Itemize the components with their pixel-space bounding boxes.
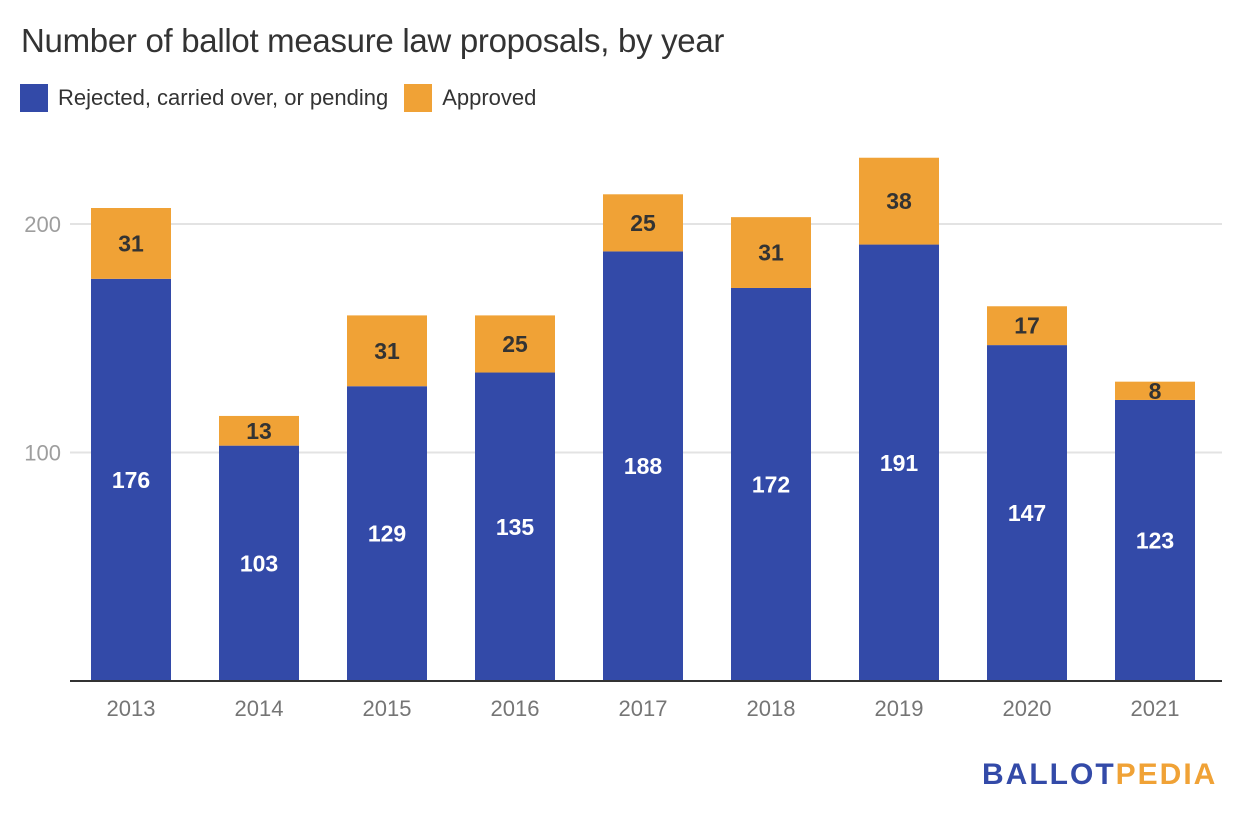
bar-rejected-2018 bbox=[731, 287, 811, 681]
bar-rejected-2019 bbox=[859, 244, 939, 681]
data-label-rejected-2017: 188 bbox=[624, 453, 663, 479]
bar-rejected-2020 bbox=[987, 345, 1067, 681]
data-label-approved-2018: 31 bbox=[758, 240, 784, 266]
legend-item-rejected: Rejected, carried over, or pending bbox=[20, 84, 388, 112]
chart-title: Number of ballot measure law proposals, … bbox=[21, 22, 725, 59]
x-tick-label-2016: 2016 bbox=[491, 696, 540, 721]
logo-part-ballot: BALLOT bbox=[982, 758, 1116, 791]
data-label-rejected-2019: 191 bbox=[880, 450, 919, 476]
legend-swatch-approved bbox=[404, 84, 433, 112]
bar-rejected-2016 bbox=[475, 372, 555, 681]
bar-approved-2019 bbox=[859, 157, 939, 245]
data-label-approved-2017: 25 bbox=[630, 210, 656, 236]
logo-part-pedia: PEDIA bbox=[1115, 758, 1218, 791]
bar-approved-2021 bbox=[1115, 381, 1195, 400]
data-label-rejected-2016: 135 bbox=[496, 514, 535, 540]
data-label-approved-2014: 13 bbox=[246, 418, 272, 444]
x-tick-label-2015: 2015 bbox=[363, 696, 412, 721]
data-label-approved-2013: 31 bbox=[118, 230, 144, 256]
ballotpedia-logo: BALLOTPEDIA bbox=[982, 758, 1217, 792]
x-tick-label-2013: 2013 bbox=[107, 696, 156, 721]
y-tick-label-200: 200 bbox=[24, 212, 61, 237]
bar-rejected-2014 bbox=[219, 445, 299, 681]
x-tick-label-2020: 2020 bbox=[1003, 696, 1052, 721]
data-label-rejected-2014: 103 bbox=[240, 550, 278, 576]
bar-approved-2013 bbox=[91, 208, 171, 279]
bar-approved-2018 bbox=[731, 217, 811, 288]
x-tick-label-2018: 2018 bbox=[747, 696, 796, 721]
data-label-rejected-2018: 172 bbox=[752, 471, 790, 497]
data-label-approved-2019: 38 bbox=[886, 188, 912, 214]
legend-label-rejected: Rejected, carried over, or pending bbox=[58, 85, 389, 110]
bar-rejected-2021 bbox=[1115, 399, 1195, 681]
data-label-approved-2021: 8 bbox=[1149, 378, 1162, 404]
bar-rejected-2013 bbox=[91, 278, 171, 681]
data-label-rejected-2021: 123 bbox=[1136, 527, 1174, 553]
legend-swatch-rejected bbox=[20, 84, 48, 112]
bar-approved-2020 bbox=[987, 306, 1067, 346]
legend-item-approved: Approved bbox=[404, 84, 536, 112]
x-tick-label-2014: 2014 bbox=[235, 696, 284, 721]
x-tick-label-2021: 2021 bbox=[1131, 696, 1180, 721]
legend-label-approved: Approved bbox=[442, 85, 537, 110]
data-label-rejected-2013: 176 bbox=[112, 467, 150, 493]
bar-rejected-2017 bbox=[603, 251, 683, 682]
bar-approved-2015 bbox=[347, 315, 427, 387]
y-tick-label-100: 100 bbox=[24, 441, 61, 466]
data-label-approved-2015: 31 bbox=[374, 338, 400, 364]
data-label-approved-2020: 17 bbox=[1014, 313, 1040, 339]
bar-rejected-2015 bbox=[347, 386, 427, 681]
bar-approved-2016 bbox=[475, 315, 555, 373]
data-label-approved-2016: 25 bbox=[502, 331, 528, 357]
x-tick-label-2019: 2019 bbox=[875, 696, 924, 721]
data-label-rejected-2015: 129 bbox=[368, 521, 406, 547]
x-tick-label-2017: 2017 bbox=[619, 696, 668, 721]
legend: Rejected, carried over, or pending Appro… bbox=[20, 84, 552, 112]
bar-approved-2014 bbox=[219, 415, 299, 446]
data-label-rejected-2020: 147 bbox=[1008, 500, 1046, 526]
bar-approved-2017 bbox=[603, 194, 683, 252]
